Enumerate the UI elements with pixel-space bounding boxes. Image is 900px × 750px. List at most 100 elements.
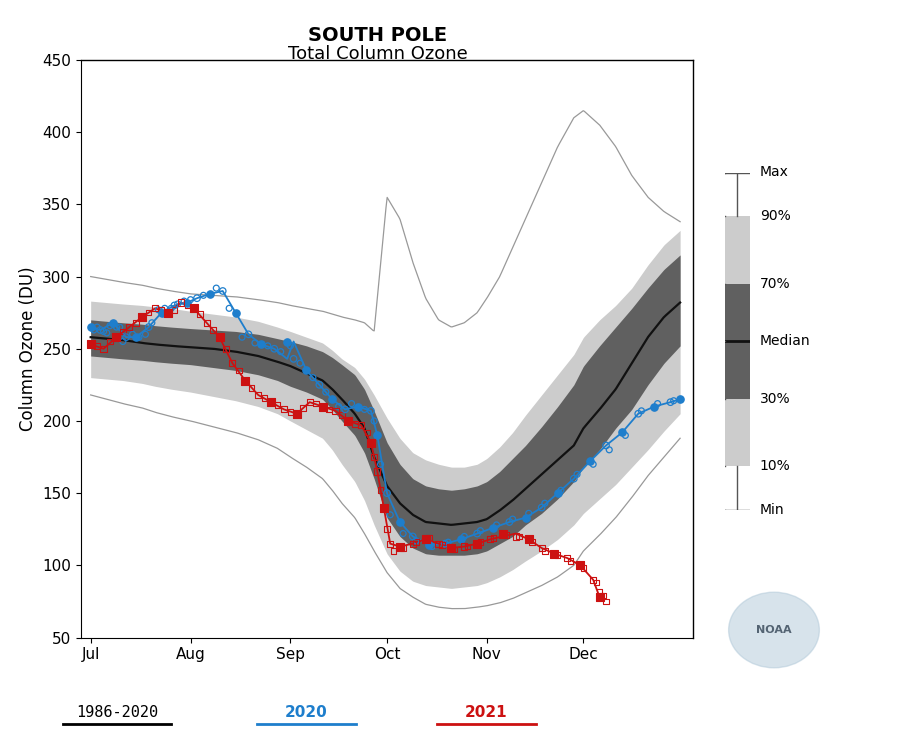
Point — [570, 468, 584, 480]
Point — [499, 529, 513, 541]
Point — [512, 530, 526, 542]
Text: 90%: 90% — [760, 209, 790, 224]
Point — [90, 321, 104, 333]
Point — [547, 548, 562, 560]
Y-axis label: Column Ozone (DU): Column Ozone (DU) — [19, 266, 37, 431]
Point — [651, 398, 665, 410]
Point — [280, 335, 294, 347]
Text: NOAA: NOAA — [756, 625, 792, 635]
Point — [490, 519, 504, 531]
Point — [284, 406, 298, 418]
Point — [667, 394, 681, 406]
Text: Min: Min — [760, 503, 785, 517]
Point — [361, 427, 375, 439]
Point — [284, 340, 298, 352]
Point — [470, 538, 484, 550]
Point — [212, 332, 227, 344]
Point — [193, 308, 207, 320]
Point — [231, 364, 246, 376]
Point — [374, 484, 388, 496]
Point — [264, 396, 278, 408]
Point — [647, 400, 662, 412]
Point — [122, 321, 137, 333]
Point — [396, 542, 410, 554]
Point — [598, 596, 613, 608]
Point — [209, 282, 223, 294]
Point — [357, 404, 372, 416]
Point — [596, 590, 610, 602]
Point — [380, 488, 394, 500]
Point — [241, 328, 256, 340]
Point — [470, 527, 484, 539]
Point — [473, 525, 488, 537]
Point — [170, 298, 184, 310]
Point — [251, 389, 266, 401]
Point — [386, 544, 400, 556]
Point — [409, 535, 423, 547]
Point — [457, 530, 472, 542]
Text: Max: Max — [760, 166, 788, 179]
Point — [370, 466, 384, 478]
Point — [634, 405, 649, 417]
Point — [551, 549, 565, 561]
Point — [257, 392, 272, 404]
Point — [537, 544, 552, 556]
Point — [406, 538, 420, 550]
Point — [338, 404, 352, 416]
Point — [496, 527, 510, 539]
Point — [445, 542, 459, 554]
Point — [573, 560, 588, 572]
Point — [576, 562, 590, 574]
Point — [409, 536, 423, 548]
Point — [563, 555, 578, 567]
Point — [116, 326, 130, 338]
Point — [290, 408, 304, 420]
Bar — [724, 216, 750, 466]
Point — [473, 536, 488, 548]
Point — [274, 346, 288, 358]
Point — [306, 372, 320, 384]
Point — [535, 542, 549, 554]
Point — [551, 488, 565, 500]
Point — [502, 516, 517, 528]
Point — [441, 536, 455, 548]
Point — [200, 316, 214, 328]
Point — [196, 290, 211, 302]
Point — [592, 585, 607, 597]
Point — [309, 398, 323, 410]
Point — [460, 541, 474, 553]
Point — [380, 524, 394, 536]
Text: 70%: 70% — [760, 277, 790, 291]
Point — [180, 299, 194, 311]
Point — [254, 338, 268, 350]
Point — [100, 327, 114, 339]
Point — [673, 393, 688, 405]
Point — [331, 400, 346, 412]
Point — [364, 405, 378, 417]
Point — [374, 458, 388, 470]
Circle shape — [729, 592, 819, 668]
Point — [506, 513, 520, 525]
Point — [457, 541, 472, 553]
Point — [586, 458, 600, 470]
Text: 1986-2020: 1986-2020 — [76, 705, 158, 720]
Point — [454, 533, 468, 545]
Point — [383, 509, 398, 520]
Point — [341, 415, 356, 427]
Point — [376, 502, 391, 514]
Point — [139, 328, 153, 340]
Point — [84, 338, 98, 350]
Point — [103, 335, 117, 347]
Point — [537, 497, 552, 509]
Point — [125, 328, 140, 340]
Point — [392, 541, 407, 553]
Point — [302, 396, 317, 408]
Point — [103, 320, 117, 332]
Point — [296, 402, 310, 414]
Point — [535, 502, 549, 514]
Point — [267, 343, 282, 355]
Point — [229, 307, 243, 319]
Point — [347, 418, 362, 430]
Point — [129, 316, 143, 328]
Point — [235, 332, 249, 344]
